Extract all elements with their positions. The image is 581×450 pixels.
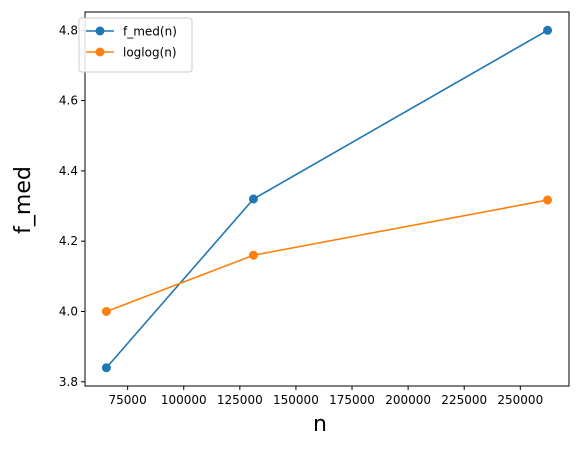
legend-label: f_med(n)	[123, 25, 177, 39]
data-point	[101, 306, 111, 316]
x-tick-label: 175000	[329, 393, 375, 407]
x-tick-label: 75000	[109, 393, 147, 407]
series-line	[106, 199, 548, 313]
x-tick-label: 100000	[161, 393, 207, 407]
legend: f_med(n) loglog(n)	[78, 17, 193, 73]
x-tick-label: 125000	[217, 393, 263, 407]
y-tick-label: 4.2	[59, 234, 78, 248]
plot-frame	[84, 11, 570, 387]
data-point	[543, 195, 553, 205]
y-tick-label: 4.6	[59, 94, 78, 108]
legend-label: loglog(n)	[123, 46, 177, 60]
x-tick-label: 200000	[385, 393, 431, 407]
legend-marker	[95, 26, 105, 36]
legend-item: loglog(n)	[86, 46, 177, 60]
series-line	[105, 29, 548, 369]
data-point	[101, 363, 111, 373]
x-tick-label: 225000	[441, 393, 487, 407]
y-tick-label: 4.0	[59, 304, 78, 318]
y-tick-label: 4.4	[59, 164, 78, 178]
data-point	[248, 194, 258, 204]
legend-marker	[95, 47, 105, 57]
data-point	[543, 25, 553, 35]
x-tick-label: 150000	[273, 393, 319, 407]
legend-item: f_med(n)	[86, 25, 177, 39]
plot-series	[101, 25, 553, 373]
data-point	[248, 250, 258, 260]
y-axis-label: f_med	[11, 166, 36, 234]
y-tick-label: 4.8	[59, 23, 78, 37]
series-1	[101, 25, 553, 373]
series-2	[101, 195, 553, 316]
x-axis-label: n	[313, 412, 327, 437]
x-tick-label: 250000	[497, 393, 543, 407]
axis-ticks: 75000 100000 125000 150000 175000 200000 22500…	[59, 23, 543, 407]
y-tick-label: 3.8	[59, 375, 78, 389]
